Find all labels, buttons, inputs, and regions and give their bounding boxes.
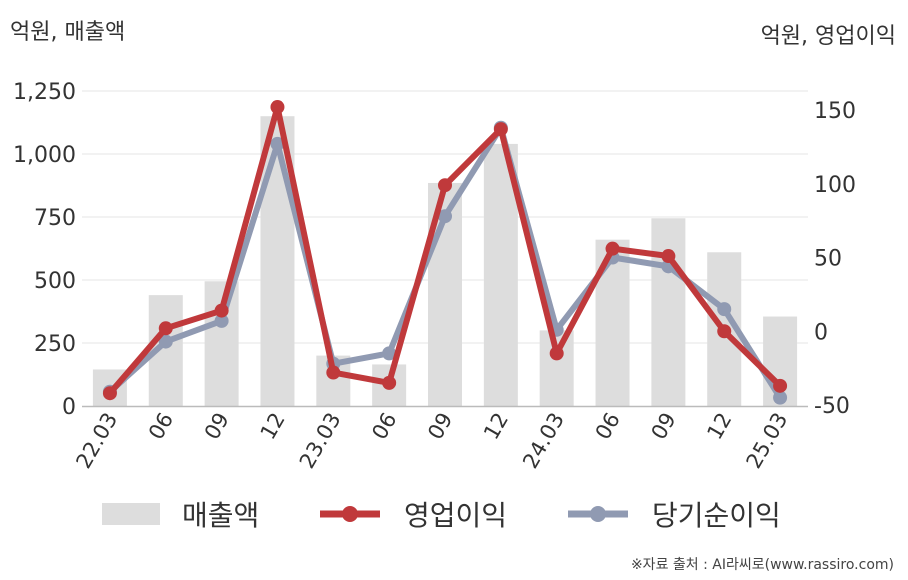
operating-profit-point bbox=[326, 365, 341, 380]
operating-profit-point bbox=[773, 378, 788, 393]
operating-profit-point bbox=[382, 375, 397, 390]
net-profit-point bbox=[717, 302, 732, 317]
x-tick-label: 06 bbox=[144, 409, 178, 444]
x-tick-label: 24.03 bbox=[518, 409, 569, 473]
legend-item-operating-profit: 영업이익 bbox=[318, 492, 507, 536]
x-tick-label: 06 bbox=[591, 409, 625, 444]
legend-label-revenue: 매출액 bbox=[182, 499, 260, 532]
x-tick-label: 06 bbox=[367, 409, 401, 444]
y-left-tick-label: 0 bbox=[62, 395, 76, 420]
operating-profit-point bbox=[102, 386, 117, 401]
source-note: ※자료 출처 : AI라씨로(www.rassiro.com) bbox=[630, 557, 894, 573]
x-tick-label: 12 bbox=[256, 409, 290, 444]
operating-profit-point bbox=[158, 321, 173, 336]
y-left-tick-label: 1,250 bbox=[13, 80, 76, 105]
x-tick-label: 25.03 bbox=[742, 409, 793, 473]
revenue-bar bbox=[483, 143, 518, 407]
net-profit-point bbox=[214, 313, 229, 328]
operating-profit-point bbox=[270, 100, 285, 115]
legend-line-swatch-net bbox=[568, 506, 628, 522]
operating-profit-point bbox=[493, 122, 508, 137]
x-tick-label: 09 bbox=[647, 409, 681, 444]
left-axis-title: 억원, 매출액 bbox=[10, 20, 126, 45]
revenue-bar bbox=[651, 218, 686, 406]
net-profit-point bbox=[773, 390, 788, 405]
legend-item-net-profit: 당기순이익 bbox=[566, 492, 781, 536]
net-profit-point bbox=[382, 346, 397, 361]
y-right-tick-label: -50 bbox=[814, 394, 850, 419]
y-right-tick-label: 0 bbox=[814, 320, 828, 345]
operating-profit-point bbox=[605, 241, 620, 256]
net-profit-point bbox=[158, 334, 173, 349]
net-profit-point bbox=[438, 209, 452, 224]
operating-profit-point bbox=[438, 178, 452, 193]
net-profit-point bbox=[270, 136, 285, 151]
chart-legend: 매출액 영업이익 당기순이익 bbox=[0, 492, 908, 536]
y-right-tick-label: 150 bbox=[814, 99, 856, 124]
legend-line-swatch-operating bbox=[320, 506, 380, 522]
x-tick-label: 22.03 bbox=[71, 409, 122, 473]
operating-profit-point bbox=[214, 303, 229, 318]
y-right-tick-label: 50 bbox=[814, 247, 842, 272]
x-tick-label: 09 bbox=[423, 409, 457, 444]
legend-bar-swatch bbox=[102, 503, 160, 525]
operating-profit-point bbox=[549, 346, 564, 361]
right-axis-title: 억원, 영업이익 bbox=[760, 24, 896, 49]
x-tick-label: 12 bbox=[702, 409, 736, 444]
y-left-tick-label: 1,000 bbox=[13, 143, 76, 168]
y-left-tick-label: 500 bbox=[34, 269, 76, 294]
operating-profit-point bbox=[717, 324, 732, 339]
x-tick-label: 23.03 bbox=[295, 409, 346, 473]
operating-profit-point bbox=[661, 249, 676, 264]
y-left-tick-label: 250 bbox=[34, 332, 76, 357]
x-tick-label: 12 bbox=[479, 409, 513, 444]
legend-label-net-profit: 당기순이익 bbox=[652, 499, 781, 532]
y-right-tick-label: 100 bbox=[814, 173, 856, 198]
legend-item-revenue: 매출액 bbox=[102, 492, 259, 536]
legend-label-operating-profit: 영업이익 bbox=[404, 499, 508, 532]
x-tick-label: 09 bbox=[200, 409, 234, 444]
y-left-tick-label: 750 bbox=[34, 206, 76, 231]
